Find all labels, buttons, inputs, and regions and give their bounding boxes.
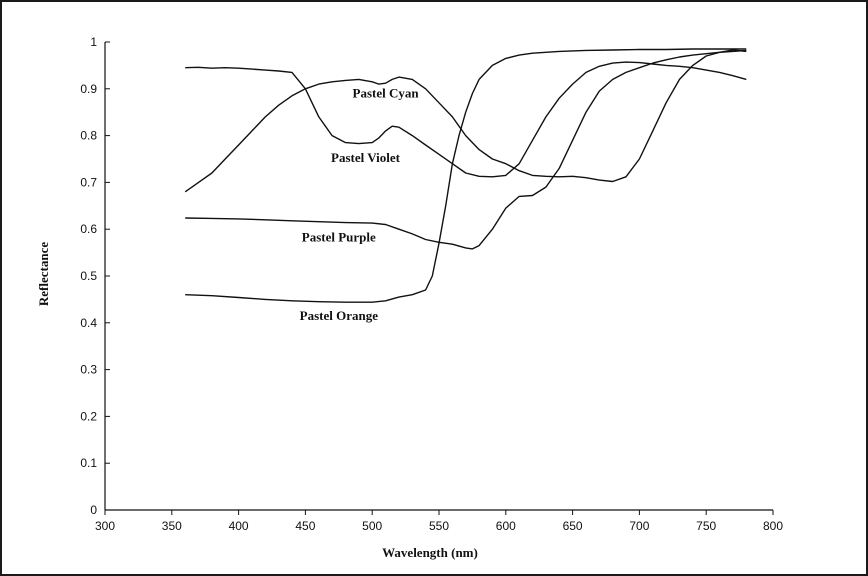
x-tick-label: 450 xyxy=(295,519,315,533)
x-axis-title: Wavelength (nm) xyxy=(382,545,478,560)
series-line-pastel-purple xyxy=(185,49,747,250)
series-label-pastel-purple: Pastel Purple xyxy=(302,230,376,245)
series-label-pastel-violet: Pastel Violet xyxy=(331,150,401,165)
x-tick-label: 550 xyxy=(429,519,449,533)
y-tick-label: 0.7 xyxy=(80,175,97,189)
x-tick-label: 400 xyxy=(229,519,249,533)
x-tick-label: 800 xyxy=(763,519,783,533)
y-tick-label: 0 xyxy=(90,503,97,517)
x-tick-label: 650 xyxy=(563,519,583,533)
y-tick-label: 0.5 xyxy=(80,269,97,283)
axes: 0 0.1 0.2 0.3 0.4 0.5 0.6 0.7 0.8 0.9 1 300 350 400 45… xyxy=(80,35,783,533)
x-tick-label: 700 xyxy=(629,519,649,533)
y-tick-label: 1 xyxy=(90,35,97,49)
x-tick-label: 500 xyxy=(362,519,382,533)
y-tick-label: 0.9 xyxy=(80,82,97,96)
y-tick-label: 0.3 xyxy=(80,363,97,377)
series-group xyxy=(184,48,747,303)
y-tick-label: 0.2 xyxy=(80,409,97,423)
series-line-pastel-cyan xyxy=(184,49,747,193)
x-tick-label: 600 xyxy=(496,519,516,533)
y-tick-label: 0.6 xyxy=(80,222,97,236)
x-tick-label: 300 xyxy=(95,519,115,533)
x-tick-label: 750 xyxy=(696,519,716,533)
series-label-pastel-cyan: Pastel Cyan xyxy=(353,85,420,100)
x-tick-label: 350 xyxy=(162,519,182,533)
series-line-pastel-orange xyxy=(185,48,747,303)
y-tick-label: 0.4 xyxy=(80,316,97,330)
annotation-group: Pastel Cyan Pastel Violet Pastel Purple Pas… xyxy=(300,85,420,322)
y-tick-label: 0.1 xyxy=(80,456,97,470)
y-tick-label: 0.8 xyxy=(80,129,97,143)
series-line-pastel-violet xyxy=(185,61,747,178)
y-axis-title: Reflectance xyxy=(36,242,51,306)
series-label-pastel-orange: Pastel Orange xyxy=(300,308,379,323)
